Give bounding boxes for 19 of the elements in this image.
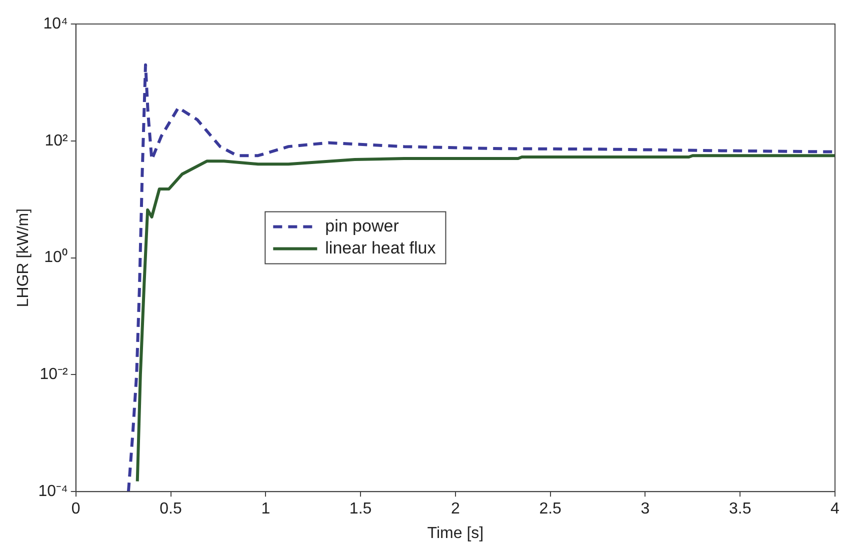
y-tick-label: 10⁻² — [40, 366, 69, 384]
x-tick-label: 0.5 — [160, 500, 182, 518]
legend-label: linear heat flux — [325, 238, 436, 258]
x-tick-label: 1 — [261, 500, 270, 518]
x-tick-label: 2.5 — [539, 500, 562, 518]
y-tick-label: 10⁴ — [43, 15, 68, 32]
x-tick-label: 3 — [640, 500, 650, 518]
x-tick-label: 2 — [450, 500, 460, 518]
legend-label: pin power — [325, 216, 400, 236]
x-tick-label: 4 — [830, 500, 840, 518]
y-tick-label: 10⁻⁴ — [38, 483, 68, 500]
line-series — [126, 63, 835, 492]
x-tick-label: 0 — [71, 500, 80, 518]
x-tick-label: 3.5 — [728, 500, 752, 518]
x-tick-label: 1.5 — [349, 500, 372, 518]
x-axis-title: Time [s] — [427, 524, 484, 542]
y-axis-title: LHGR [kW/m] — [15, 208, 32, 308]
y-tick-label: 10⁰ — [44, 248, 68, 266]
y-tick-label: 10² — [44, 132, 69, 150]
